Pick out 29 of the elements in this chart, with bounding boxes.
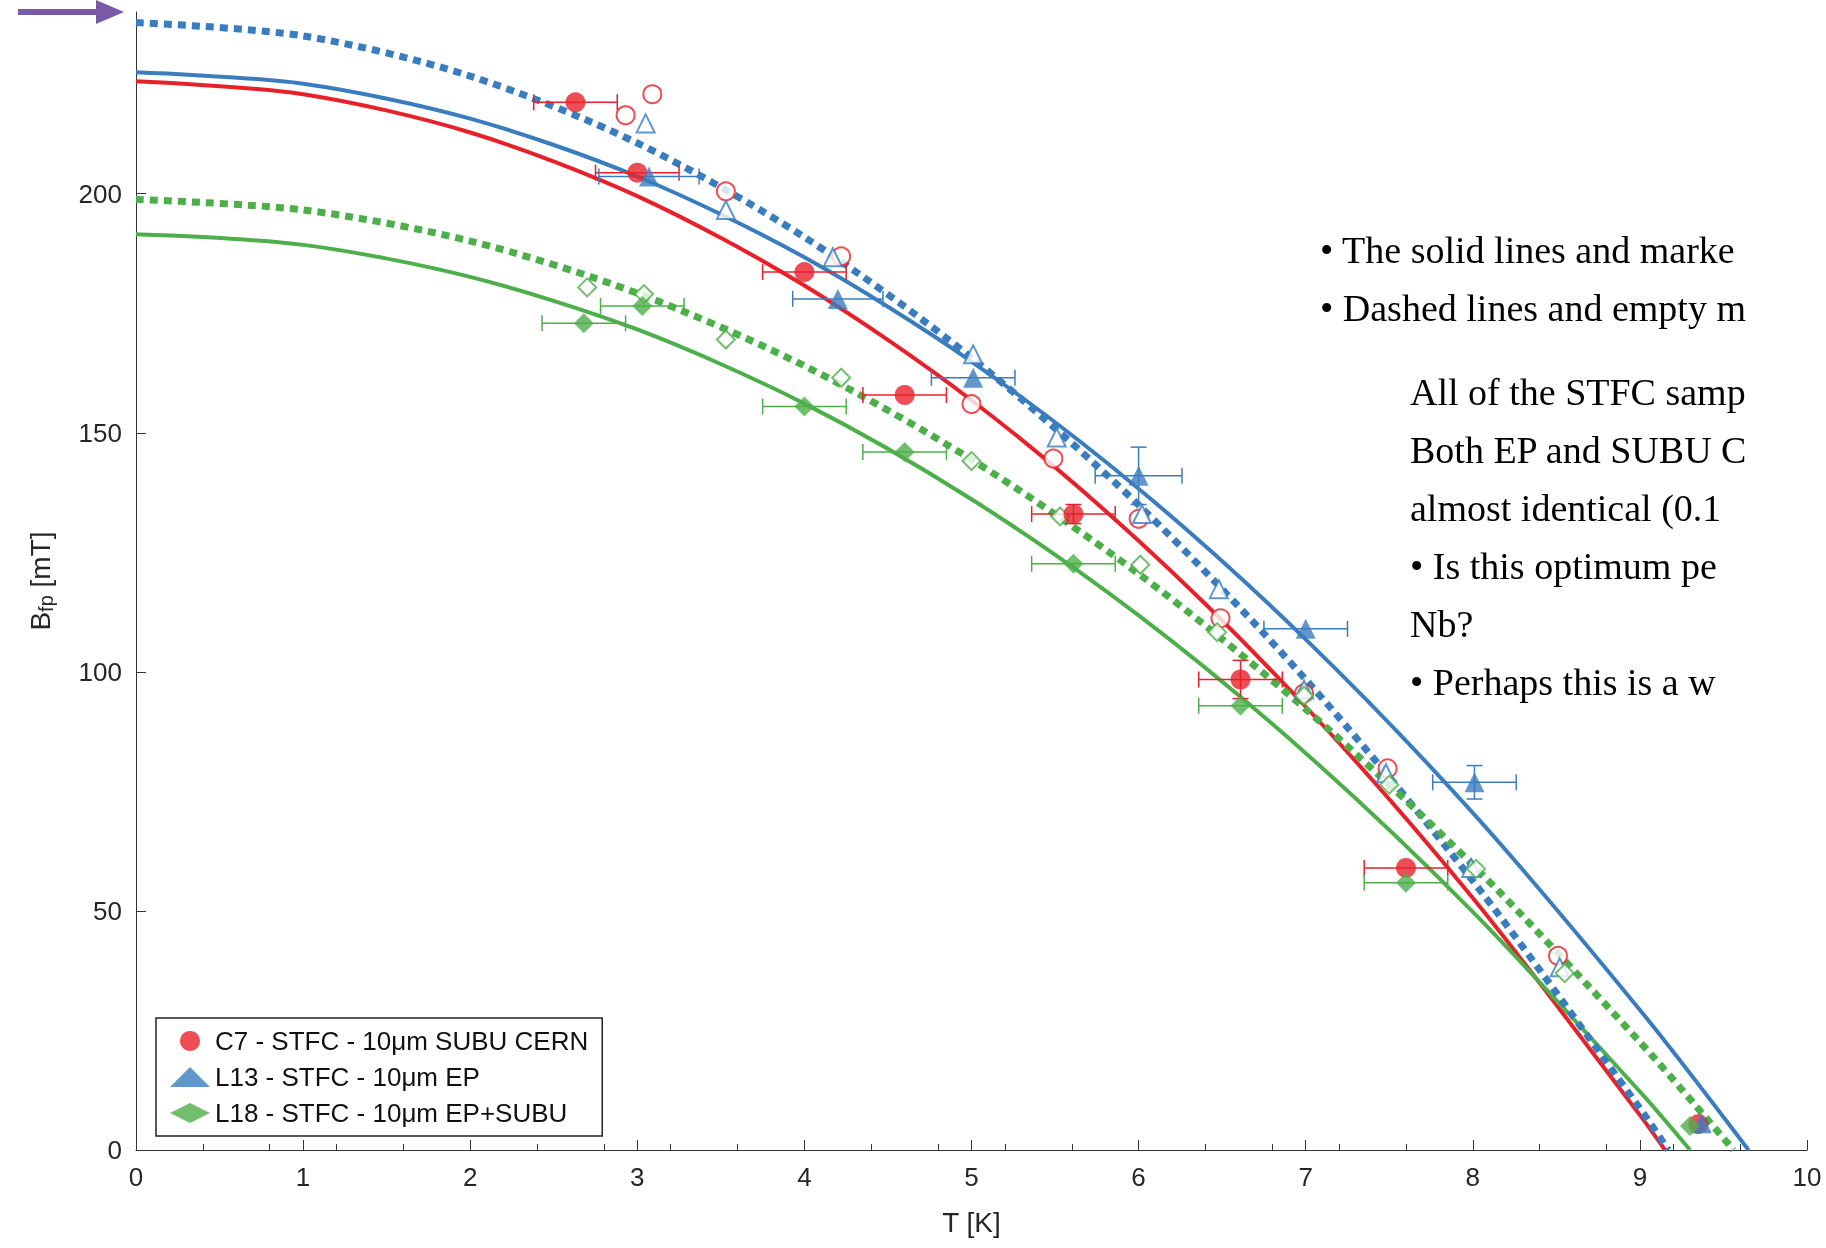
legend-label: L13 - STFC - 10μm EP	[215, 1062, 480, 1092]
x-axis-title: T [K]	[942, 1206, 1001, 1238]
annotation: • The solid lines and marke	[1320, 228, 1735, 272]
x-tick-label: 2	[462, 1162, 478, 1192]
legend-label: C7 - STFC - 10μm SUBU CERN	[215, 1026, 589, 1056]
x-tick-label: 10	[1792, 1162, 1822, 1192]
y-tick-label: 0	[107, 1135, 122, 1165]
y-tick-label: 200	[78, 178, 122, 209]
annotation: Nb?	[1410, 602, 1474, 646]
y-tick-label: 150	[78, 417, 122, 448]
y-tick-label: 50	[93, 895, 122, 926]
x-tick-label: 3	[630, 1162, 645, 1192]
annotation: • Dashed lines and empty m	[1320, 286, 1746, 330]
x-tick-label: 1	[295, 1162, 311, 1192]
y-tick-label: 100	[78, 656, 122, 687]
x-tick-label: 6	[1131, 1162, 1146, 1192]
annotation: almost identical (0.1	[1410, 486, 1722, 530]
annotation: Both EP and SUBU C	[1410, 428, 1747, 472]
annotation: • Perhaps this is a w	[1410, 660, 1716, 704]
legend-label: L18 - STFC - 10μm EP+SUBU	[215, 1098, 568, 1128]
x-tick-label: 7	[1298, 1162, 1313, 1192]
x-tick-label: 9	[1632, 1162, 1648, 1192]
annotation: • Is this optimum pe	[1410, 544, 1717, 588]
x-tick-label: 8	[1465, 1162, 1481, 1192]
x-tick-label: 4	[797, 1162, 812, 1192]
x-tick-label: 0	[128, 1162, 144, 1192]
annotation: All of the STFC samp	[1410, 370, 1746, 414]
y-axis-title: Bfp [mT]	[24, 531, 57, 631]
x-tick-label: 5	[964, 1162, 979, 1192]
